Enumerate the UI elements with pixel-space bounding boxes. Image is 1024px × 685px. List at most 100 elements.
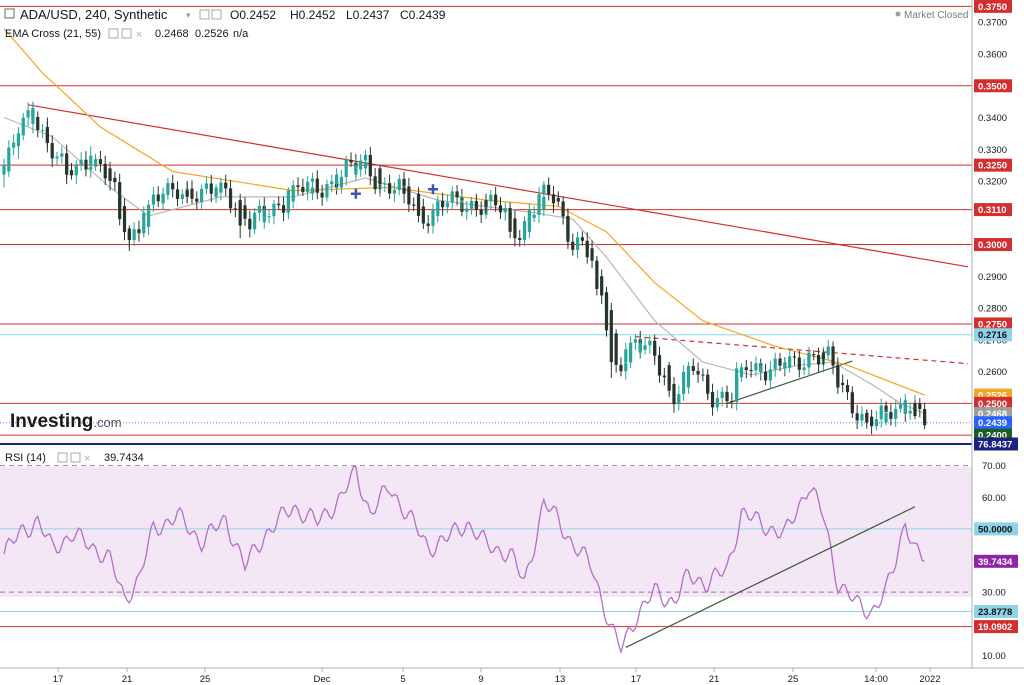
market-status-icon (895, 11, 901, 17)
candle-body (624, 349, 628, 363)
rsi-close-icon[interactable]: × (84, 453, 90, 465)
candle-body (518, 238, 522, 240)
rsi-tag-box (974, 522, 1018, 536)
candle-body (807, 352, 811, 363)
candle-body (580, 237, 584, 241)
eye-icon[interactable] (199, 9, 210, 20)
rsi-tag-box (974, 437, 1018, 451)
candle-body (720, 391, 724, 399)
price-tick-label: 0.2800 (978, 304, 1007, 315)
ema-value-21: 0.2468 (155, 28, 189, 40)
price-tag-label: 0.2500 (978, 399, 1007, 410)
ema-settings-chevron-icon[interactable]: ▾ (93, 29, 98, 39)
ema-cross-label: EMA Cross (21, 55) (5, 28, 101, 40)
candle-body (561, 201, 565, 217)
price-tag-box (974, 416, 1012, 430)
candle-body (108, 168, 112, 182)
candle-body (190, 188, 194, 199)
rsi-tag-label: 19.0902 (978, 622, 1012, 633)
candle-body (402, 187, 406, 194)
legend-collapse-icon[interactable] (4, 8, 15, 19)
candle-body (315, 178, 319, 193)
candle-body (421, 206, 425, 224)
rsi-trendline[interactable] (625, 506, 916, 648)
price-tag-label: 0.2716 (978, 330, 1007, 341)
candle-body (412, 204, 416, 206)
candle-body (21, 117, 25, 136)
trend-lines (27, 104, 969, 404)
ema-gear-icon[interactable] (121, 28, 132, 39)
candle-body (12, 142, 16, 148)
candle-body (228, 188, 233, 209)
price-tick-label: 0.3600 (978, 49, 1007, 60)
candle-body (373, 176, 377, 190)
candle-body (16, 133, 21, 147)
candle-body (590, 248, 594, 261)
candle-body (595, 276, 599, 290)
candle-body (113, 177, 117, 183)
candle-body (291, 185, 295, 202)
candle-body (855, 413, 859, 421)
time-tick-label: 21 (122, 674, 133, 685)
time-tick-label: 9 (478, 674, 483, 685)
ohlc-high: H0.2452 (290, 8, 336, 22)
candle-body (465, 208, 469, 212)
candle-body (513, 218, 517, 239)
price-tick-label: 0.3700 (978, 18, 1007, 29)
ema-value-na: n/a (233, 28, 249, 40)
candle-body (330, 181, 334, 185)
candle-body (860, 414, 864, 421)
candle-body (778, 358, 782, 366)
rsi-gear-icon[interactable] (70, 452, 81, 463)
trendline-2[interactable] (726, 360, 853, 404)
candle-body (65, 161, 69, 175)
ema-close-icon[interactable]: × (136, 29, 142, 41)
price-tag-label: 0.3250 (978, 161, 1007, 172)
candle-body (156, 194, 160, 202)
candle-body (306, 181, 310, 193)
price-tag-label: 0.2750 (978, 319, 1007, 330)
candle-body (426, 223, 430, 226)
trendline-0[interactable] (27, 104, 969, 268)
time-tick-label: 17 (631, 674, 642, 685)
rsi-value: 39.7434 (104, 452, 144, 464)
candle-body (204, 183, 209, 189)
ema-eye-icon[interactable] (108, 28, 119, 39)
candle-body (407, 186, 411, 205)
price-tick-label: 0.2600 (978, 367, 1007, 378)
price-tag-label: 0.2526 (978, 391, 1007, 402)
candle-body (547, 184, 551, 195)
candle-body (296, 185, 300, 187)
gear-icon[interactable] (211, 9, 222, 20)
candle-body (629, 342, 633, 363)
candle-body (489, 194, 493, 202)
candle-body (595, 260, 599, 277)
price-tag-label: 0.3500 (978, 81, 1007, 92)
candle-body (821, 352, 825, 359)
candle-body (195, 198, 199, 202)
settings-chevron-icon[interactable]: ▾ (186, 10, 191, 20)
time-tick-label: Dec (314, 674, 331, 685)
candle-body (884, 405, 888, 413)
candle-body (744, 367, 748, 371)
rsi-tag-label: 23.8778 (978, 607, 1012, 618)
candle-body (788, 356, 792, 368)
ohlc-close: C0.2439 (400, 8, 446, 22)
rsi-eye-icon[interactable] (57, 452, 68, 463)
candle-body (730, 401, 734, 403)
trendline-1[interactable] (635, 336, 969, 365)
candle-body (889, 412, 893, 419)
candle-body (710, 391, 715, 408)
candle-body (344, 159, 348, 177)
candle-body (132, 229, 136, 241)
candle-body (147, 204, 151, 227)
candle-body (812, 354, 816, 356)
brand-name: Investing (10, 411, 93, 432)
candle-body (918, 403, 922, 410)
candle-body (773, 358, 777, 370)
candle-body (325, 184, 329, 198)
candle-body (31, 107, 35, 124)
candle-body (865, 412, 869, 423)
candle-body (363, 161, 368, 169)
